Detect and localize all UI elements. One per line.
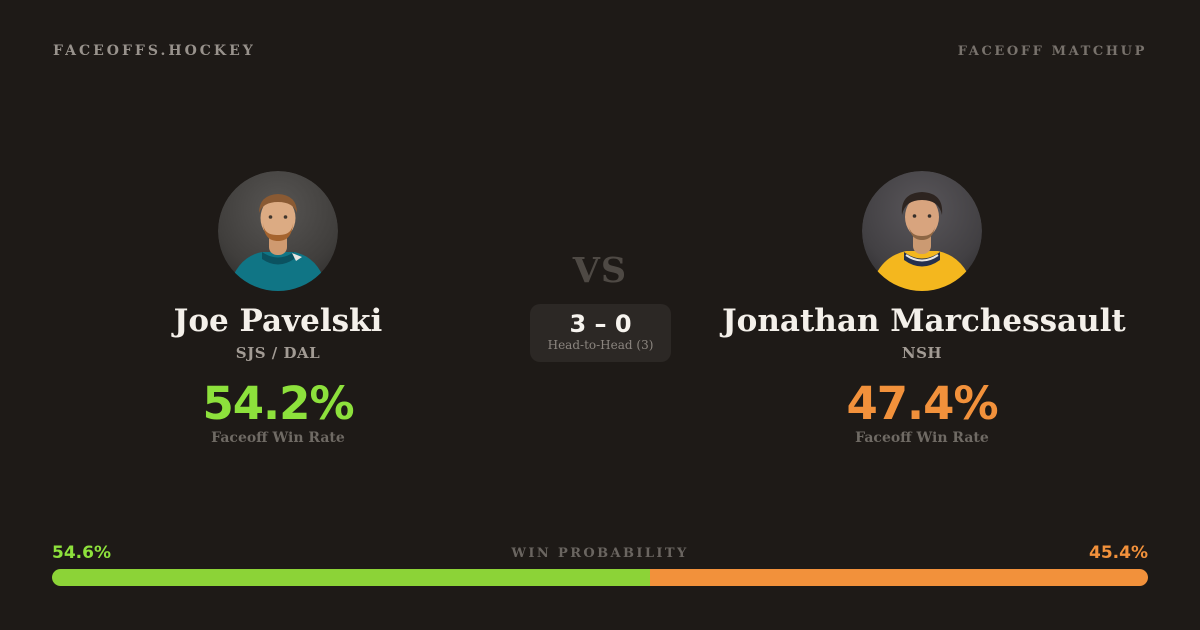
player-left-name: Joe Pavelski — [173, 303, 383, 339]
player-right-team: NSH — [901, 344, 943, 362]
win-probability-label: WIN PROBABILITY — [511, 546, 689, 561]
player-left-win-rate: 54.2% — [202, 377, 354, 430]
win-probability-left-fill — [52, 569, 651, 586]
win-probability-right-fill — [650, 569, 1148, 586]
versus-label: VS — [572, 250, 628, 291]
player-left-stat-label: Faceoff Win Rate — [211, 430, 345, 446]
win-probability-left-value: 54.6% — [52, 543, 111, 563]
brand-logo-text: FACEOFFS.HOCKEY — [53, 43, 256, 59]
player-left-team: SJS / DAL — [235, 344, 321, 362]
win-probability-right-value: 45.4% — [1089, 543, 1148, 563]
joe-pavelski-headshot-icon — [218, 171, 338, 291]
win-probability-bar — [52, 569, 1148, 586]
player-right-win-rate: 47.4% — [846, 377, 998, 430]
head-to-head-box: 3 – 0 Head-to-Head (3) — [530, 304, 671, 362]
page-title: FACEOFF MATCHUP — [957, 44, 1147, 59]
head-to-head-label: Head-to-Head (3) — [547, 338, 654, 352]
head-to-head-score: 3 – 0 — [569, 310, 632, 338]
jonathan-marchessault-headshot-icon — [862, 171, 982, 291]
player-right-stat-label: Faceoff Win Rate — [855, 430, 989, 446]
player-right-name: Jonathan Marchessault — [722, 303, 1126, 339]
